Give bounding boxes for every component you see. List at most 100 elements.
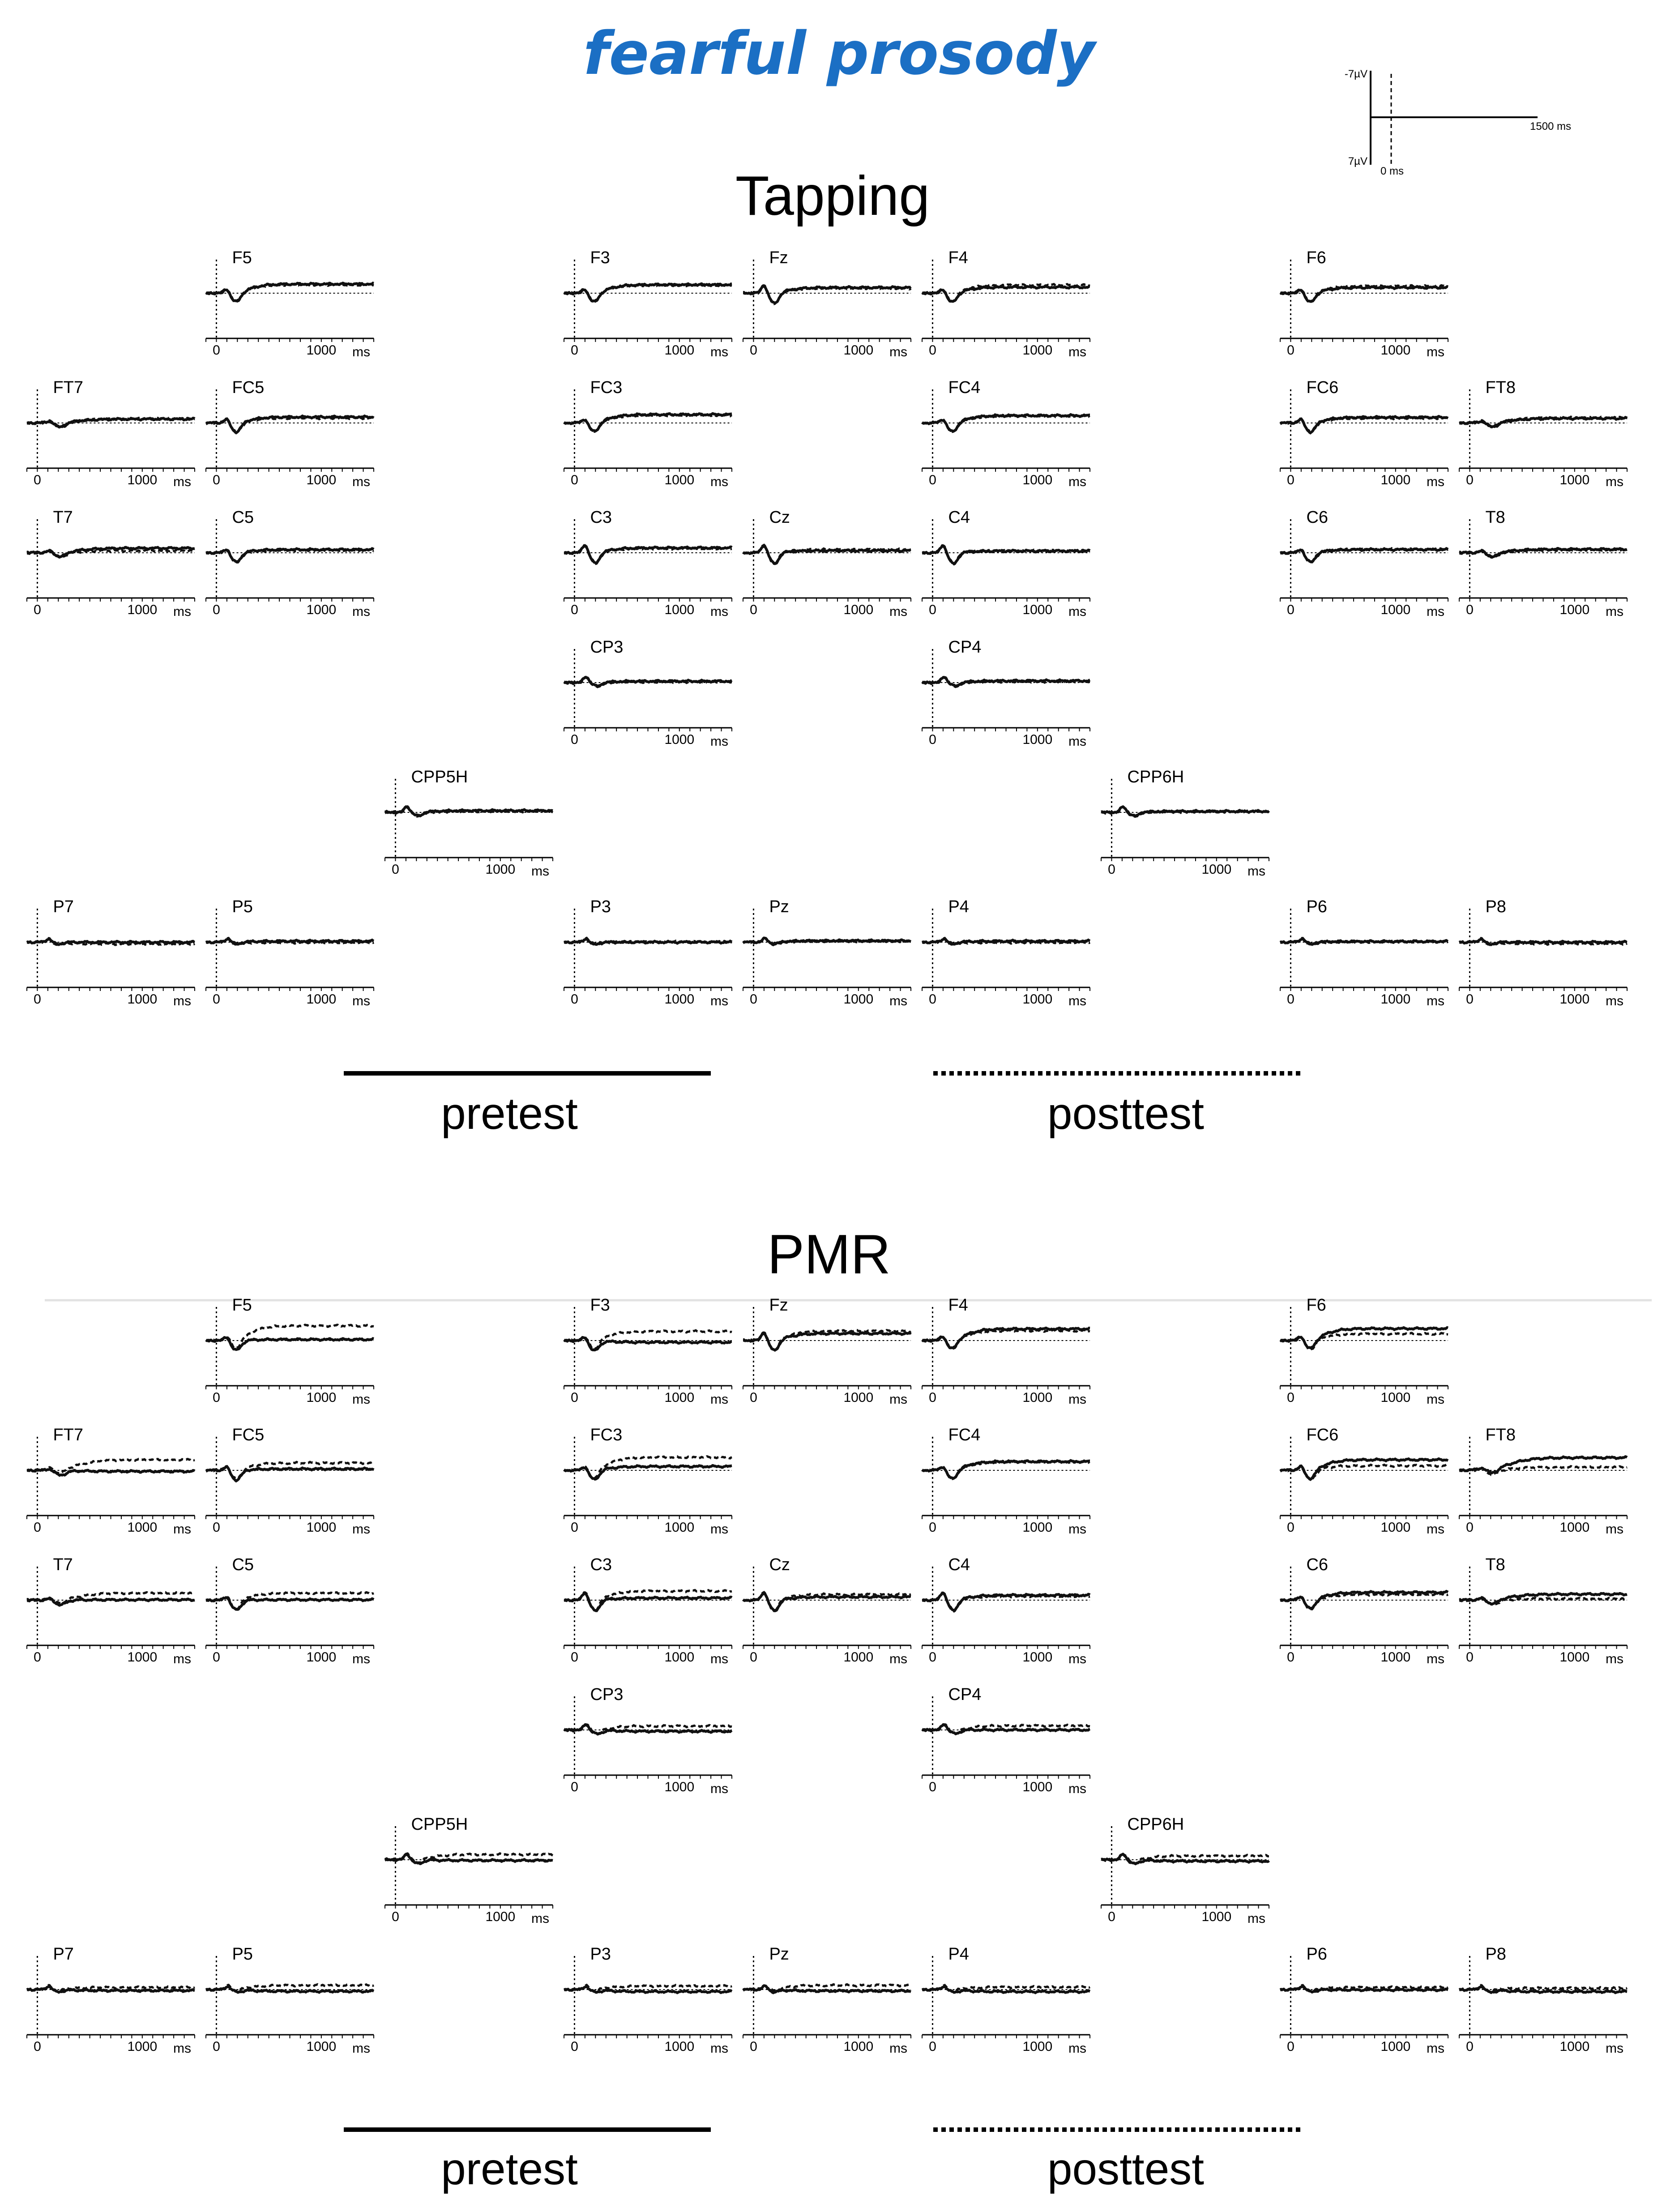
posttest-trace bbox=[563, 413, 732, 433]
posttest-trace bbox=[26, 1457, 195, 1475]
posttest-trace bbox=[922, 544, 1090, 566]
electrode-label: C5 bbox=[232, 508, 254, 527]
x-tick-label: 1000 bbox=[127, 1650, 157, 1665]
x-unit-label: ms bbox=[1068, 604, 1086, 619]
posttest-trace bbox=[205, 936, 375, 947]
x-unit-label: ms bbox=[352, 1392, 370, 1407]
x-zero-label: 0 bbox=[571, 1780, 578, 1794]
x-zero-label: 0 bbox=[750, 1650, 757, 1665]
electrode-panel-p7: P7 0 1000 ms bbox=[26, 1945, 196, 2056]
pretest-trace bbox=[205, 282, 374, 303]
x-zero-label: 0 bbox=[34, 602, 41, 617]
electrode-panel-p7: P7 0 1000 ms bbox=[26, 897, 196, 1008]
electrode-label: F6 bbox=[1306, 1296, 1326, 1315]
x-unit-label: ms bbox=[1606, 1522, 1623, 1537]
electrode-panel-fc4: FC4 0 1000 ms bbox=[921, 378, 1090, 489]
x-tick-label: 1000 bbox=[843, 992, 873, 1007]
pretest-trace bbox=[205, 547, 375, 563]
electrode-panel-fc6: FC6 0 1000 ms bbox=[1279, 378, 1449, 489]
pretest-trace bbox=[563, 1464, 732, 1481]
posttest-trace bbox=[743, 1983, 911, 1992]
x-zero-label: 0 bbox=[750, 1390, 757, 1405]
electrode-label: P3 bbox=[590, 897, 611, 916]
x-zero-label: 0 bbox=[571, 1650, 578, 1665]
x-tick-label: 1000 bbox=[843, 343, 873, 358]
posttest-trace bbox=[205, 1983, 375, 1993]
electrode-label: F4 bbox=[948, 1296, 968, 1315]
electrode-label: FC4 bbox=[948, 1426, 980, 1444]
x-tick-label: 1000 bbox=[1022, 1650, 1052, 1665]
posttest-trace bbox=[1459, 1465, 1628, 1476]
x-zero-label: 0 bbox=[929, 1520, 936, 1535]
x-zero-label: 0 bbox=[1466, 992, 1474, 1007]
pretest-trace bbox=[1279, 285, 1449, 303]
x-unit-label: ms bbox=[710, 1522, 728, 1537]
x-zero-label: 0 bbox=[1287, 1650, 1294, 1665]
x-unit-label: ms bbox=[889, 2041, 907, 2056]
electrode-label: CPP5H bbox=[411, 768, 468, 786]
electrode-panel-c4: C4 0 1000 ms bbox=[922, 508, 1091, 619]
x-unit-label: ms bbox=[889, 1652, 907, 1666]
x-tick-label: 1000 bbox=[1380, 1390, 1410, 1405]
posttest-trace bbox=[1459, 1984, 1628, 1993]
x-zero-label: 0 bbox=[571, 602, 578, 617]
x-unit-label: ms bbox=[1068, 2041, 1086, 2056]
electrode-panel-pz: Pz 0 1000 ms bbox=[742, 1945, 912, 2056]
posttest-trace bbox=[384, 805, 554, 818]
electrode-panel-f3: F3 0 1000 ms bbox=[563, 248, 732, 359]
x-zero-label: 0 bbox=[750, 992, 757, 1007]
scale-end-label: 1500 ms bbox=[1530, 120, 1571, 132]
x-zero-label: 0 bbox=[213, 343, 220, 358]
x-zero-label: 0 bbox=[1287, 1520, 1294, 1535]
posttest-trace bbox=[563, 1455, 732, 1480]
x-unit-label: ms bbox=[173, 2041, 191, 2056]
x-tick-label: 1000 bbox=[306, 1390, 336, 1405]
x-unit-label: ms bbox=[1427, 474, 1444, 489]
posttest-trace bbox=[205, 1324, 374, 1350]
electrode-panel-t7: T7 0 1000 ms bbox=[26, 1555, 196, 1666]
x-unit-label: ms bbox=[1606, 2041, 1623, 2056]
x-zero-label: 0 bbox=[1287, 473, 1294, 487]
electrode-panel-fc6: FC6 0 1000 ms bbox=[1279, 1426, 1449, 1537]
legend-tapping: pretest posttest bbox=[344, 1071, 1300, 1139]
tapping-electrode-grid: F5 0 1000 ms F3 0 1000 ms Fz 0 1000 ms F4 0 1000 ms F6 0 1… bbox=[26, 248, 1628, 1008]
x-unit-label: ms bbox=[1427, 2041, 1444, 2056]
posttest-trace bbox=[1280, 1592, 1448, 1611]
electrode-panel-cz: Cz 0 1000 ms bbox=[742, 508, 911, 619]
pretest-trace bbox=[742, 1984, 912, 1994]
x-tick-label: 1000 bbox=[1559, 602, 1589, 617]
figure-title: fearful prosody bbox=[583, 19, 1098, 88]
electrode-panel-f5: F5 0 1000 ms bbox=[205, 1296, 374, 1407]
x-tick-label: 1000 bbox=[1022, 992, 1052, 1007]
x-tick-label: 1000 bbox=[1380, 1650, 1410, 1665]
posttest-trace bbox=[1101, 1852, 1269, 1865]
x-unit-label: ms bbox=[173, 1652, 191, 1666]
electrode-panel-fc5: FC5 0 1000 ms bbox=[205, 1426, 375, 1537]
x-unit-label: ms bbox=[1427, 1652, 1444, 1666]
electrode-label: FC3 bbox=[590, 1426, 622, 1444]
posttest-trace bbox=[921, 676, 1090, 688]
pretest-trace bbox=[26, 937, 195, 946]
x-unit-label: ms bbox=[531, 1911, 549, 1926]
x-tick-label: 1000 bbox=[1380, 602, 1410, 617]
electrode-label: F3 bbox=[590, 1296, 610, 1315]
x-unit-label: ms bbox=[710, 1781, 728, 1796]
electrode-label: FT8 bbox=[1485, 378, 1516, 397]
electrode-panel-p3: P3 0 1000 ms bbox=[564, 1945, 733, 2056]
posttest-trace bbox=[1459, 1597, 1628, 1606]
electrode-panel-p4: P4 0 1000 ms bbox=[922, 897, 1091, 1008]
electrode-label: FT7 bbox=[53, 1426, 83, 1444]
x-zero-label: 0 bbox=[571, 1390, 578, 1405]
electrode-label: P7 bbox=[53, 1945, 73, 1964]
x-zero-label: 0 bbox=[1466, 473, 1474, 487]
electrode-label: FC5 bbox=[232, 378, 264, 397]
x-zero-label: 0 bbox=[213, 602, 220, 617]
section-title-tapping: Tapping bbox=[735, 165, 930, 227]
x-unit-label: ms bbox=[352, 994, 370, 1008]
posttest-trace bbox=[1459, 547, 1628, 559]
x-unit-label: ms bbox=[1606, 994, 1623, 1008]
posttest-trace bbox=[1459, 415, 1628, 428]
x-tick-label: 1000 bbox=[306, 602, 336, 617]
electrode-panel-p5: P5 0 1000 ms bbox=[205, 897, 375, 1008]
x-unit-label: ms bbox=[1248, 1911, 1265, 1926]
